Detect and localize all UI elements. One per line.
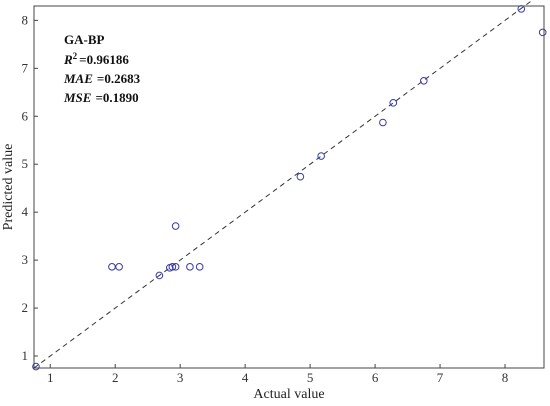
data-point [186,263,194,271]
data-point [168,263,177,271]
x-tick-label: 3 [177,370,184,385]
x-axis-title: Actual value [253,387,324,402]
annotation-model-name: GA-BP [64,32,105,47]
y-tick-label: 2 [22,300,29,315]
data-point [317,152,325,160]
x-tick-label: 2 [112,370,119,385]
data-point [389,99,398,107]
x-axis-ticks: 1 2 3 4 5 6 7 8 [47,364,508,385]
y-tick-label: 1 [22,348,29,363]
data-point [420,76,428,85]
data-point [171,222,180,230]
data-point [115,263,123,271]
data-points [32,5,547,371]
data-point [296,172,305,181]
data-point [155,271,164,280]
data-point [538,28,547,37]
x-tick-label: 6 [372,370,379,385]
data-point [108,263,116,271]
data-point [171,263,180,271]
data-point [379,118,387,127]
x-tick-label: 4 [242,370,249,385]
x-tick-label: 8 [502,370,509,385]
y-tick-label: 5 [22,156,29,171]
y-tick-label: 6 [22,108,29,123]
y-axis-title: Predicted value [1,144,16,231]
annotation-mae: MAE =0.2683 [63,71,141,86]
data-point [517,5,526,13]
x-tick-label: 7 [437,370,444,385]
y-axis-ticks: 1 2 3 4 5 6 7 8 [22,12,38,363]
metrics-annotation: GA-BP R2 =0.96186 MAE =0.2683 MSE =0.1890 [63,32,141,105]
annotation-r2: R2 =0.96186 [63,51,129,67]
data-point [195,263,204,271]
y-tick-label: 4 [22,204,29,219]
x-tick-label: 5 [307,370,314,385]
x-tick-label: 1 [47,370,54,385]
y-tick-label: 7 [22,60,29,75]
reference-diagonal-line [33,0,534,369]
data-point [32,362,40,371]
y-tick-label: 3 [22,252,29,267]
annotation-mse: MSE =0.1890 [63,90,139,105]
y-tick-label: 8 [22,12,29,27]
plot-area [33,5,545,369]
